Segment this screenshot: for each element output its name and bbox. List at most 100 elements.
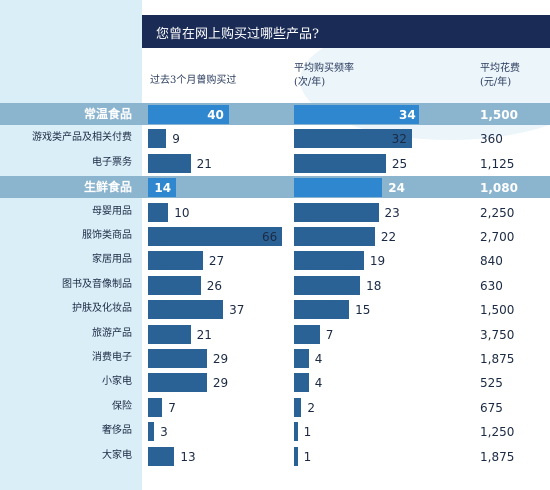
table-cell-spending: 675	[480, 400, 503, 415]
column-header-purchased-text: 过去3个月曾购买过	[150, 75, 237, 86]
bar-frequency	[294, 373, 309, 393]
bar-purchased	[148, 324, 191, 344]
category-label: 电子票务	[92, 156, 132, 168]
category-label: 图书及音像制品	[62, 278, 132, 290]
table-cell-spending: 525	[480, 376, 503, 391]
bar-frequency	[294, 178, 383, 198]
bar-frequency	[294, 251, 364, 271]
value-label-frequency: 19	[369, 254, 386, 269]
column-header-purchased: 过去3个月曾购买过	[150, 62, 236, 88]
bar-purchased	[148, 349, 207, 368]
value-label-purchased: 29	[212, 376, 229, 391]
category-label: 旅游产品	[92, 327, 132, 339]
bar-purchased	[148, 397, 163, 417]
bar-purchased	[148, 251, 203, 271]
table-cell-spending: 1,250	[480, 425, 515, 440]
column-header-spending-line2: (元/年)	[480, 77, 512, 88]
table-cell-spending: 1,875	[480, 352, 515, 366]
value-label-purchased: 66	[262, 230, 278, 244]
category-label: 母婴用品	[92, 205, 132, 217]
category-label: 服饰类商品	[82, 230, 132, 241]
bar-frequency	[294, 129, 412, 149]
value-label-frequency: 1	[303, 425, 312, 440]
bar-purchased	[148, 300, 224, 320]
bar-purchased	[148, 153, 191, 173]
category-label: 保险	[112, 400, 132, 412]
value-label-frequency: 2	[307, 400, 315, 415]
value-label-purchased: 3	[160, 425, 168, 440]
value-label-purchased: 7	[168, 400, 176, 415]
value-label-purchased: 14	[154, 181, 172, 196]
chart-title: 您曾在网上购买过哪些产品?	[156, 27, 319, 42]
highlight-band	[0, 103, 550, 125]
value-label-purchased: 9	[172, 132, 180, 147]
title-bar: 您曾在网上购买过哪些产品?	[142, 15, 550, 48]
table-cell-spending: 360	[480, 132, 503, 147]
table-cell-spending: 3,750	[480, 327, 515, 342]
column-header-spending-line1: 平均花费	[480, 63, 520, 74]
bar-frequency	[294, 227, 375, 246]
category-label: 奢侈品	[102, 425, 132, 437]
table-cell-spending: 1,125	[480, 156, 515, 171]
table-cell-spending: 1,080	[480, 181, 518, 196]
value-label-purchased: 10	[174, 205, 190, 220]
bar-purchased	[148, 446, 175, 466]
bar-frequency	[294, 105, 419, 124]
value-label-frequency: 22	[380, 230, 397, 244]
bar-purchased	[148, 129, 167, 149]
category-label: 常温食品	[83, 107, 132, 121]
bar-frequency	[294, 422, 298, 442]
value-label-purchased: 26	[206, 278, 223, 293]
value-label-frequency: 23	[384, 205, 400, 220]
bar-frequency	[294, 397, 302, 417]
value-label-frequency: 18	[366, 278, 382, 293]
bar-purchased	[148, 373, 207, 393]
bar-purchased	[148, 422, 155, 442]
bar-purchased	[148, 227, 282, 246]
category-label: 生鲜食品	[83, 180, 132, 195]
value-label-frequency: 34	[399, 108, 416, 122]
value-label-frequency: 4	[314, 376, 323, 391]
value-label-purchased: 21	[196, 156, 212, 171]
bar-frequency	[294, 275, 361, 295]
table-cell-spending: 840	[480, 254, 503, 269]
table-cell-spending: 1,875	[480, 449, 515, 464]
bar-purchased	[148, 178, 177, 198]
category-label: 游戏类产品及相关付费	[32, 132, 132, 144]
bar-frequency	[294, 324, 320, 344]
bar-purchased	[148, 202, 169, 222]
column-header-frequency-line2: (次/年)	[294, 77, 326, 88]
category-label: 护肤及化妆品	[72, 303, 132, 315]
value-label-purchased: 37	[229, 303, 245, 318]
category-column-background	[0, 0, 142, 490]
category-label: 大家电	[102, 449, 132, 461]
value-label-frequency: 7	[325, 327, 334, 342]
bar-purchased	[148, 275, 201, 295]
value-label-purchased: 27	[208, 254, 225, 269]
value-label-purchased: 21	[196, 327, 212, 342]
category-label: 小家电	[102, 376, 132, 388]
value-label-frequency: 1	[303, 449, 312, 464]
value-label-frequency: 15	[355, 303, 371, 318]
bar-frequency	[294, 349, 309, 368]
table-cell-spending: 630	[480, 278, 503, 293]
bar-frequency	[294, 202, 379, 222]
category-label: 消费电子	[92, 352, 132, 363]
column-header-frequency-line1: 平均购买频率	[294, 63, 354, 74]
table-cell-spending: 2,700	[480, 230, 515, 244]
column-header-frequency: 平均购买频率 (次/年)	[294, 62, 354, 90]
highlight-band	[0, 176, 550, 199]
value-label-frequency: 4	[314, 352, 323, 366]
table-cell-spending: 1,500	[480, 108, 518, 122]
category-label: 家居用品	[92, 254, 132, 266]
bar-frequency	[294, 446, 298, 466]
bar-frequency	[294, 300, 350, 320]
column-header-spending: 平均花费 (元/年)	[480, 62, 520, 90]
value-label-frequency: 25	[391, 156, 408, 171]
bar-frequency	[294, 153, 386, 173]
bar-purchased	[148, 105, 230, 124]
table-cell-spending: 2,250	[480, 205, 515, 220]
value-label-purchased: 40	[207, 108, 224, 122]
value-label-purchased: 29	[212, 352, 229, 366]
